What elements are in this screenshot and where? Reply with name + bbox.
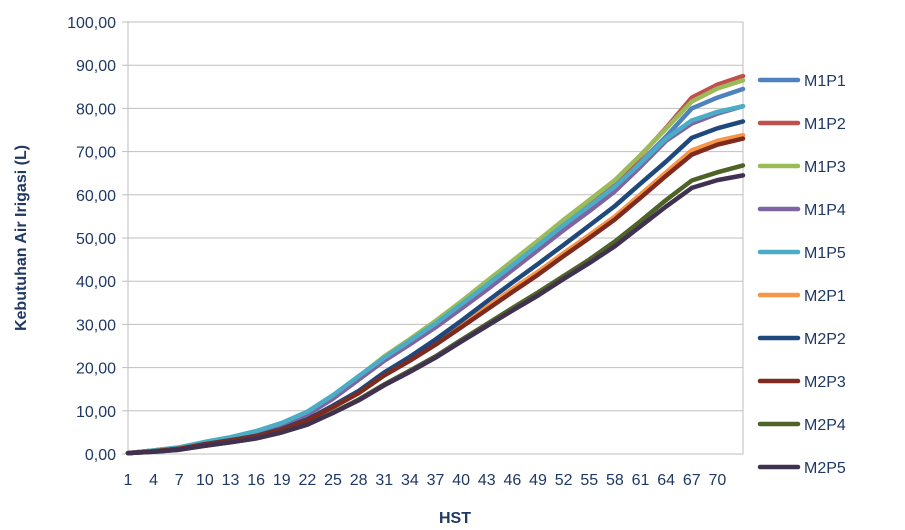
x-tick-label: 55 (580, 472, 598, 489)
x-tick-label: 70 (708, 472, 726, 489)
series-line-m2p1 (125, 132, 746, 456)
legend-entry-m1p4: M1P4 (757, 202, 846, 219)
gridlines (128, 21, 743, 455)
series-line-m2p4 (125, 163, 746, 456)
legend-label: M1P2 (804, 116, 846, 133)
y-tick-label: 0,00 (85, 447, 116, 464)
x-tick-label: 52 (555, 472, 573, 489)
x-tick-label: 28 (350, 472, 368, 489)
legend-entry-m1p2: M1P2 (757, 116, 846, 133)
legend-label: M2P5 (804, 460, 846, 477)
x-tick-label: 61 (632, 472, 650, 489)
series-line-m1p2 (125, 73, 746, 456)
legend-entry-m1p5: M1P5 (757, 245, 846, 262)
y-tick-label: 80,00 (76, 101, 116, 118)
y-tick-label: 30,00 (76, 317, 116, 334)
y-tick-label: 100,00 (67, 15, 116, 32)
y-axis-title: Kebutuhan Air Irigasi (L) (13, 145, 30, 331)
y-tick-label: 50,00 (76, 231, 116, 248)
x-tick-label: 7 (175, 472, 184, 489)
x-tick-label: 31 (375, 472, 393, 489)
legend-label: M2P4 (804, 417, 846, 434)
series-line-m2p2 (125, 119, 746, 456)
legend-label: M2P3 (804, 374, 846, 391)
series-line-m1p3 (125, 78, 746, 456)
x-tick-label: 16 (247, 472, 265, 489)
y-tick-label: 40,00 (76, 274, 116, 291)
legend-entry-m2p4: M2P4 (757, 417, 846, 434)
x-tick-label: 22 (298, 472, 316, 489)
series-line-m1p5 (125, 103, 746, 456)
x-tick-label: 43 (478, 472, 496, 489)
legend: M1P1 M1P2 M1P3 M1P4 M1P5 M2P1 M2P2 M2P3 M2P4 M2P5 (757, 73, 846, 477)
y-axis-ticks: 0,00 10,00 20,00 30,00 40,00 50,00 60,00 70,00 8… (67, 15, 128, 464)
legend-entry-m2p5: M2P5 (757, 460, 846, 477)
legend-entry-m2p1: M2P1 (757, 288, 846, 305)
x-tick-label: 37 (427, 472, 445, 489)
x-tick-label: 4 (149, 472, 158, 489)
x-tick-label: 34 (401, 472, 419, 489)
x-tick-label: 19 (273, 472, 291, 489)
series-lines (125, 73, 746, 456)
x-axis-title: HST (439, 510, 471, 527)
legend-label: M1P3 (804, 159, 846, 176)
x-tick-label: 10 (196, 472, 214, 489)
y-tick-label: 60,00 (76, 188, 116, 205)
y-tick-label: 20,00 (76, 361, 116, 378)
x-tick-label: 49 (529, 472, 547, 489)
legend-entry-m2p3: M2P3 (757, 374, 846, 391)
x-tick-label: 25 (324, 472, 342, 489)
x-tick-label: 1 (124, 472, 133, 489)
x-tick-label: 67 (683, 472, 701, 489)
x-tick-label: 46 (503, 472, 521, 489)
series-line-m1p4 (125, 103, 746, 456)
x-tick-label: 64 (657, 472, 675, 489)
y-tick-label: 70,00 (76, 145, 116, 162)
legend-entry-m2p2: M2P2 (757, 331, 846, 348)
legend-label: M2P2 (804, 331, 846, 348)
x-tick-label: 13 (222, 472, 240, 489)
legend-entry-m1p3: M1P3 (757, 159, 846, 176)
x-tick-label: 58 (606, 472, 624, 489)
legend-label: M1P1 (804, 73, 846, 90)
y-tick-label: 90,00 (76, 58, 116, 75)
series-line-m2p5 (125, 173, 746, 456)
y-tick-label: 10,00 (76, 404, 116, 421)
legend-label: M2P1 (804, 288, 846, 305)
legend-entry-m1p1: M1P1 (757, 73, 846, 90)
legend-label: M1P5 (804, 245, 846, 262)
x-axis-ticks: 1 4 7 10 13 16 19 22 25 28 31 34 37 40 43 46 49 52 55 58 61 6… (124, 472, 727, 489)
x-tick-label: 40 (452, 472, 470, 489)
legend-label: M1P4 (804, 202, 846, 219)
